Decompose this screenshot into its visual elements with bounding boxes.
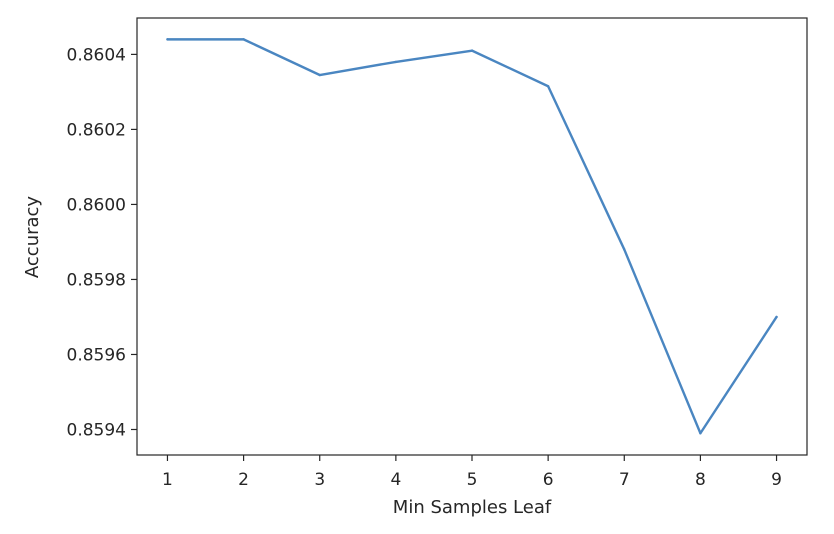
- data-point: [775, 315, 778, 319]
- data-point: [699, 432, 702, 435]
- series-line: [166, 38, 778, 435]
- x-tick-label: 4: [390, 470, 401, 490]
- x-axis-label: Min Samples Leaf: [393, 497, 552, 518]
- x-tick-label: 7: [619, 470, 630, 490]
- x-tick-label: 9: [771, 470, 782, 490]
- x-tick-label: 1: [162, 470, 173, 490]
- y-tick-label: 0.8596: [67, 345, 126, 365]
- data-point: [318, 73, 321, 77]
- x-tick-label: 5: [467, 470, 478, 490]
- y-tick-label: 0.8602: [67, 120, 126, 140]
- x-tick-label: 6: [543, 470, 554, 490]
- data-point: [394, 60, 398, 64]
- data-point: [242, 38, 245, 41]
- y-axis-label: Accuracy: [22, 196, 43, 279]
- data-point: [470, 49, 474, 52]
- data-point: [546, 85, 550, 88]
- y-tick-label: 0.8604: [67, 45, 126, 65]
- y-tick-label: 0.8600: [67, 195, 126, 215]
- plot-frame: [136, 17, 808, 456]
- x-tick-label: 8: [695, 470, 706, 490]
- x-tick-label: 3: [314, 470, 325, 490]
- data-point: [623, 248, 626, 251]
- x-tick-label: 2: [238, 470, 249, 490]
- y-tick-label: 0.8594: [67, 420, 126, 440]
- data-point: [166, 38, 169, 41]
- y-tick-label: 0.8598: [67, 270, 126, 290]
- plot-layer: 1 2 3 4 5 6 7 8 9 0.8594 0.8596 0.8598 0.8600 0.8602 0…: [67, 38, 782, 490]
